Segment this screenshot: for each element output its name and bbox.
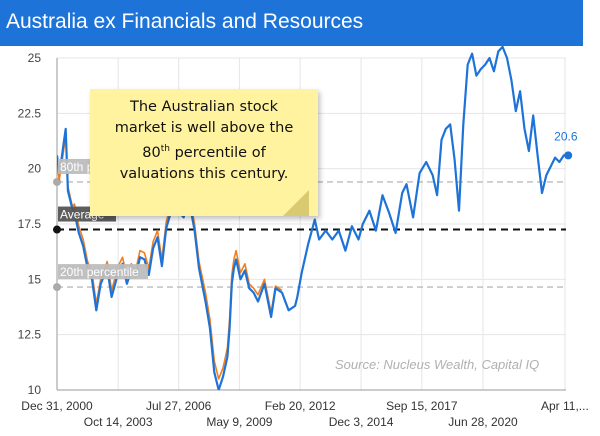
note-line-4: valuations this century. [119, 165, 289, 182]
y-tick-label: 15 [28, 272, 42, 286]
sticky-note: The Australian stock market is well abov… [90, 89, 318, 216]
note-line-2: market is well above the [114, 120, 294, 136]
y-tick-label: 12.5 [18, 328, 42, 342]
x-tick-label: Feb 20, 2012 [265, 399, 336, 413]
note-line-1: The Australian stock [130, 99, 278, 115]
y-tick-label: 25 [28, 51, 42, 65]
x-tick-label: Dec 31, 2000 [21, 399, 93, 413]
title-bar: Australia ex Financials and Resources [0, 0, 583, 46]
sticky-note-text: The Australian stock market is well abov… [96, 97, 312, 185]
y-tick-label: 10 [28, 383, 42, 397]
reference-label-box [58, 264, 148, 280]
note-line-3-rest: percentile of [169, 144, 266, 161]
x-tick-label: May 9, 2009 [206, 415, 272, 429]
x-tick-label: Jul 27, 2006 [146, 399, 212, 413]
reference-label: 20th percentile [60, 265, 139, 279]
y-tick-label: 22.5 [18, 106, 42, 120]
y-tick-label: 20 [28, 162, 42, 176]
reference-line-marker [53, 283, 61, 292]
x-tick-label: Sep 15, 2017 [386, 399, 458, 413]
note-line-3-number: 80 [142, 144, 161, 161]
x-tick-label: Dec 3, 2014 [329, 415, 394, 429]
series-line [57, 134, 283, 380]
x-tick-label: Oct 14, 2003 [84, 415, 153, 429]
reference-label-box [58, 158, 94, 174]
x-tick-label: Apr 11,... [541, 399, 589, 413]
source-caption: Source: Nucleus Wealth, Capital IQ [335, 357, 540, 372]
y-tick-label: 17.5 [18, 217, 42, 231]
last-value-marker [564, 151, 573, 160]
last-value-label: 20.6 [554, 129, 578, 143]
note-line-3-superscript: th [160, 144, 170, 154]
chart-title: Australia ex Financials and Resources [6, 10, 364, 33]
reference-line-marker [53, 225, 61, 234]
x-tick-label: Jun 28, 2020 [448, 415, 518, 429]
sticky-note-fold [283, 190, 309, 216]
